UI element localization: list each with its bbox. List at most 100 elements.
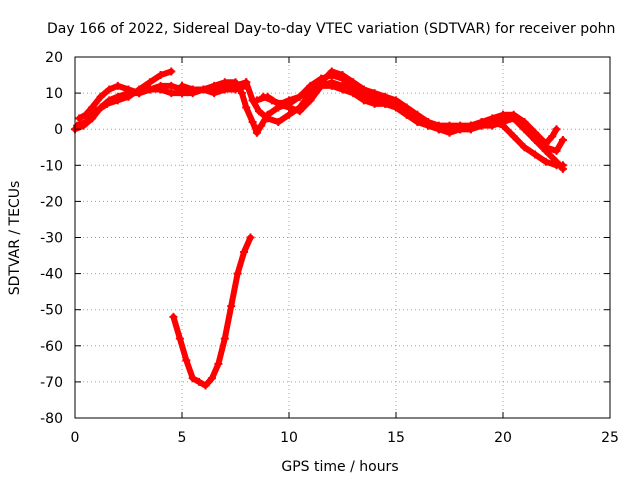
series-track-h: [170, 234, 254, 389]
x-tick-label: 5: [178, 430, 187, 446]
data-point: [237, 89, 246, 98]
data-point: [499, 117, 507, 126]
data-point: [552, 146, 561, 155]
data-point: [434, 125, 443, 134]
chart-title: Day 166 of 2022, Sidereal Day-to-day VTE…: [47, 21, 615, 37]
x-axis-label: GPS time / hours: [281, 459, 398, 475]
data-point: [248, 117, 257, 126]
data-point: [295, 92, 304, 101]
x-tick-label: 20: [494, 430, 512, 446]
data-point: [252, 128, 261, 137]
data-point: [548, 132, 557, 141]
data-point: [509, 132, 518, 141]
data-point: [488, 114, 497, 123]
data-point: [285, 103, 293, 112]
x-tick-label: 0: [71, 430, 80, 446]
data-point: [195, 377, 204, 386]
data-point: [370, 89, 379, 98]
data-point: [349, 89, 358, 98]
data-point: [306, 96, 315, 105]
data-point: [242, 103, 251, 112]
data-point: [210, 89, 219, 98]
data-point: [558, 164, 567, 173]
data-point: [456, 125, 465, 134]
data-point: [424, 121, 433, 130]
y-tick-label: 20: [45, 50, 63, 66]
data-point: [257, 121, 266, 130]
data-point: [201, 381, 210, 390]
data-point: [105, 96, 114, 105]
y-tick-labels: -80 -70 -60 -50 -40 -30 -20 -10 0 10 20: [40, 50, 63, 427]
data-point: [381, 99, 390, 108]
data-point: [113, 81, 122, 90]
y-tick-label: -30: [40, 231, 63, 247]
x-tick-labels: 0 5 10 15 20 25: [71, 430, 619, 446]
data-point: [552, 125, 561, 134]
data-point: [182, 356, 191, 365]
data-point: [175, 334, 184, 343]
data-point: [445, 125, 454, 134]
data-point: [156, 71, 165, 80]
data-point: [88, 114, 97, 123]
y-tick-label: -70: [40, 375, 63, 391]
data-point: [285, 96, 293, 105]
data-point: [227, 302, 236, 311]
data-point: [214, 359, 223, 368]
y-tick-label: -40: [40, 267, 63, 283]
data-point: [392, 103, 400, 112]
data-point: [242, 78, 251, 87]
data-series: [71, 67, 567, 390]
data-point: [338, 85, 347, 94]
data-point: [167, 81, 176, 90]
data-point: [178, 89, 186, 98]
data-point: [188, 85, 197, 94]
data-point: [220, 78, 229, 87]
data-point: [79, 121, 88, 130]
y-tick-label: -50: [40, 303, 63, 319]
data-point: [105, 85, 114, 94]
data-point: [338, 71, 347, 80]
data-point: [359, 96, 368, 105]
x-tick-label: 15: [387, 430, 405, 446]
data-point: [231, 81, 240, 90]
data-point: [145, 85, 154, 94]
data-point: [317, 81, 326, 90]
data-point: [207, 374, 216, 383]
data-point: [274, 117, 283, 126]
y-tick-label: -10: [40, 158, 63, 174]
y-tick-label: -80: [40, 411, 63, 427]
data-point: [466, 121, 475, 130]
data-point: [156, 85, 165, 94]
data-point: [488, 121, 497, 130]
data-point: [124, 89, 133, 98]
data-point: [509, 110, 518, 119]
data-point: [240, 247, 249, 256]
data-point: [370, 99, 379, 108]
axis-ticks: [74, 56, 611, 419]
data-point: [188, 374, 197, 383]
data-point: [558, 136, 567, 145]
data-point: [246, 233, 255, 242]
data-point: [233, 269, 242, 278]
data-point: [267, 96, 276, 105]
series-track-g: [260, 82, 560, 147]
data-point: [167, 67, 176, 76]
data-point: [295, 107, 304, 116]
data-point: [255, 107, 264, 116]
y-tick-label: 0: [54, 122, 63, 138]
data-point: [199, 85, 208, 94]
data-point: [263, 114, 272, 123]
data-point: [531, 128, 540, 137]
data-point: [88, 103, 97, 112]
grid-lines: [75, 57, 610, 418]
data-point: [252, 96, 261, 105]
data-point: [96, 103, 105, 112]
data-point: [520, 117, 529, 126]
x-tick-label: 25: [601, 430, 619, 446]
data-point: [96, 92, 105, 101]
x-tick-label: 10: [280, 430, 298, 446]
data-point: [169, 312, 178, 321]
data-point: [349, 78, 358, 87]
data-point: [306, 85, 315, 94]
